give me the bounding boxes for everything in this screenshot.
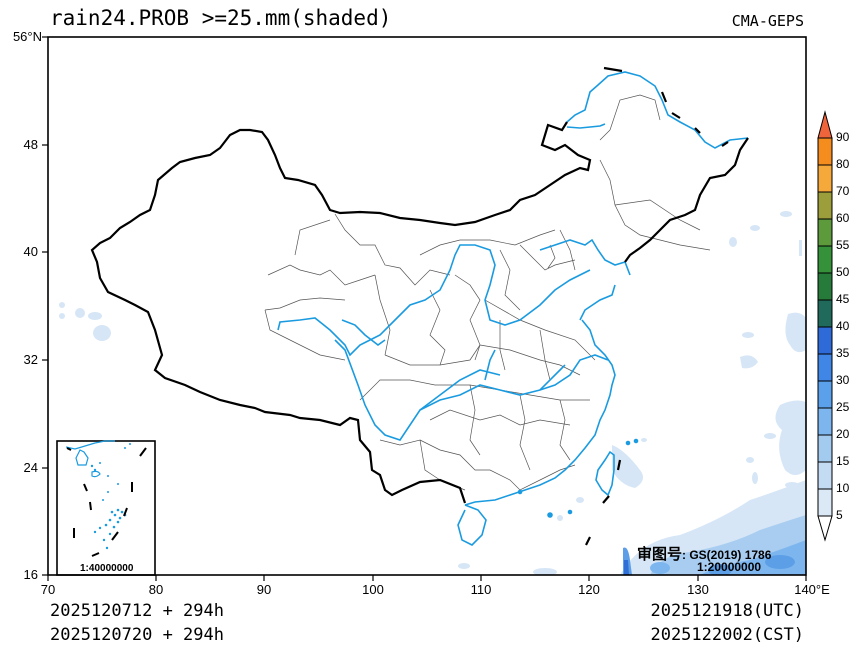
lon-tick-110: 110 <box>470 582 492 597</box>
map-frame <box>47 36 807 576</box>
maritime-boundary-dashes <box>585 459 622 546</box>
lat-tick-40: 40 <box>23 244 38 259</box>
colorbar <box>817 110 833 542</box>
lat-tick-24: 24 <box>23 460 38 475</box>
axis-ticks <box>42 36 807 581</box>
colorbar-label-10: 10 <box>836 481 850 495</box>
colorbar-label-5: 5 <box>836 508 843 522</box>
colorbar-label-80: 80 <box>836 157 850 171</box>
lon-tick-140: 140°E <box>794 582 830 597</box>
lat-tick-16: 16 <box>23 567 38 582</box>
approval-label: 审图号 <box>637 545 683 563</box>
national-border <box>90 66 749 504</box>
rivers-and-coastline <box>277 71 749 546</box>
lon-tick-80: 80 <box>148 582 164 597</box>
colorbar-label-50: 50 <box>836 265 850 279</box>
approval-number: : GS(2019) 1786 <box>682 548 772 562</box>
lon-tick-90: 90 <box>256 582 272 597</box>
lon-tick-70: 70 <box>40 582 56 597</box>
colorbar-label-55: 55 <box>836 238 850 252</box>
colorbar-label-40: 40 <box>836 319 850 333</box>
lon-tick-130: 130 <box>687 582 709 597</box>
colorbar-label-45: 45 <box>836 292 850 306</box>
main-map-scale: 1:20000000 <box>697 560 762 574</box>
init-time-cst: 2025120720 + 294h <box>50 625 224 645</box>
province-boundaries <box>264 94 711 491</box>
colorbar-label-70: 70 <box>836 184 850 198</box>
lat-tick-48: 48 <box>23 137 38 152</box>
colorbar-label-20: 20 <box>836 427 850 441</box>
inset-map-scale: 1:40000000 <box>80 563 134 574</box>
colorbar-label-30: 30 <box>836 373 850 387</box>
init-time-utc: 2025120712 + 294h <box>50 601 224 621</box>
colorbar-label-60: 60 <box>836 211 850 225</box>
probability-shading <box>59 211 806 575</box>
valid-time-utc: 2025121918(UTC) <box>650 601 804 621</box>
model-source-label: CMA-GEPS <box>731 12 804 30</box>
lat-tick-32: 32 <box>23 352 38 367</box>
valid-time-cst: 2025122002(CST) <box>650 625 804 645</box>
south-china-sea-inset <box>56 440 156 576</box>
lon-tick-120: 120 <box>578 582 600 597</box>
lat-tick-56: 56°N <box>12 29 42 44</box>
chart-title: rain24.PROB >=25.mm(shaded) <box>50 6 392 30</box>
lon-tick-100: 100 <box>362 582 384 597</box>
colorbar-label-35: 35 <box>836 346 850 360</box>
colorbar-label-15: 15 <box>836 454 850 468</box>
map-approval-number: 审图号: GS(2019) 1786 <box>637 543 771 564</box>
colorbar-label-25: 25 <box>836 400 850 414</box>
colorbar-label-90: 90 <box>836 130 850 144</box>
